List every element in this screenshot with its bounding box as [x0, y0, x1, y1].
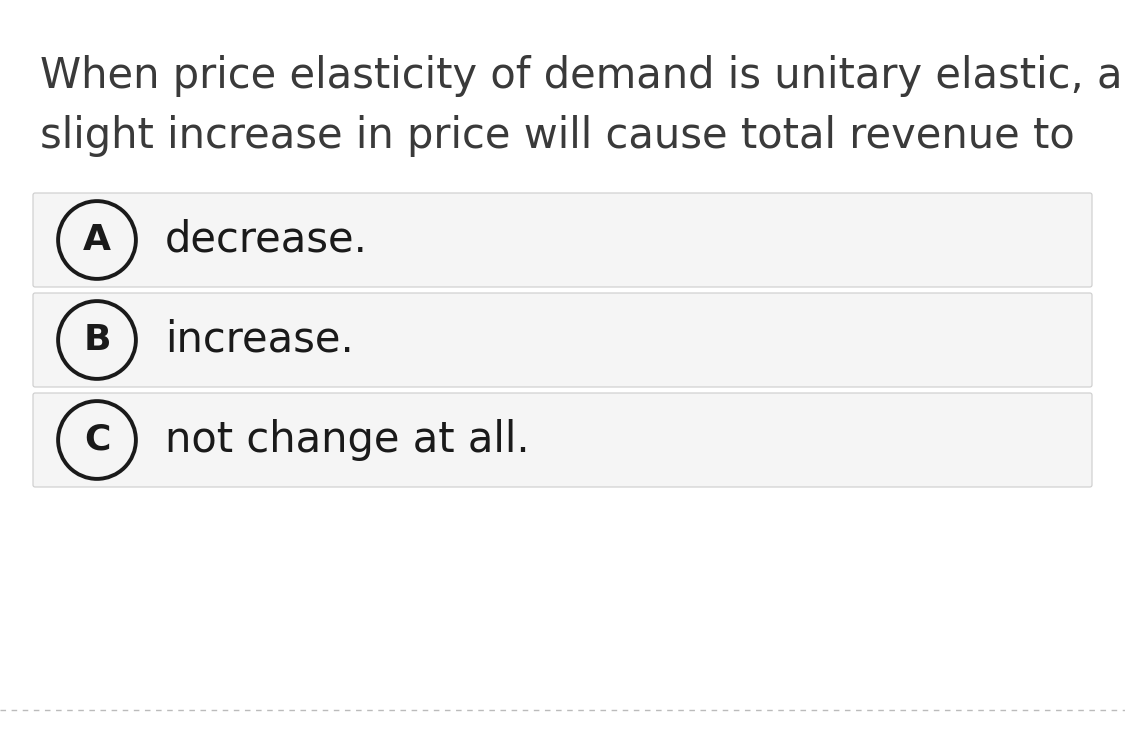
Circle shape — [58, 201, 136, 279]
Text: B: B — [83, 323, 110, 357]
Text: A: A — [83, 223, 111, 257]
Text: C: C — [83, 423, 110, 457]
FancyBboxPatch shape — [33, 293, 1092, 387]
FancyBboxPatch shape — [33, 393, 1092, 487]
Text: decrease.: decrease. — [165, 219, 368, 261]
Circle shape — [58, 301, 136, 379]
Text: increase.: increase. — [165, 319, 353, 361]
Text: not change at all.: not change at all. — [165, 419, 530, 461]
Text: slight increase in price will cause total revenue to: slight increase in price will cause tota… — [40, 115, 1074, 157]
Text: When price elasticity of demand is unitary elastic, a: When price elasticity of demand is unita… — [40, 55, 1123, 97]
FancyBboxPatch shape — [33, 193, 1092, 287]
Circle shape — [58, 401, 136, 479]
